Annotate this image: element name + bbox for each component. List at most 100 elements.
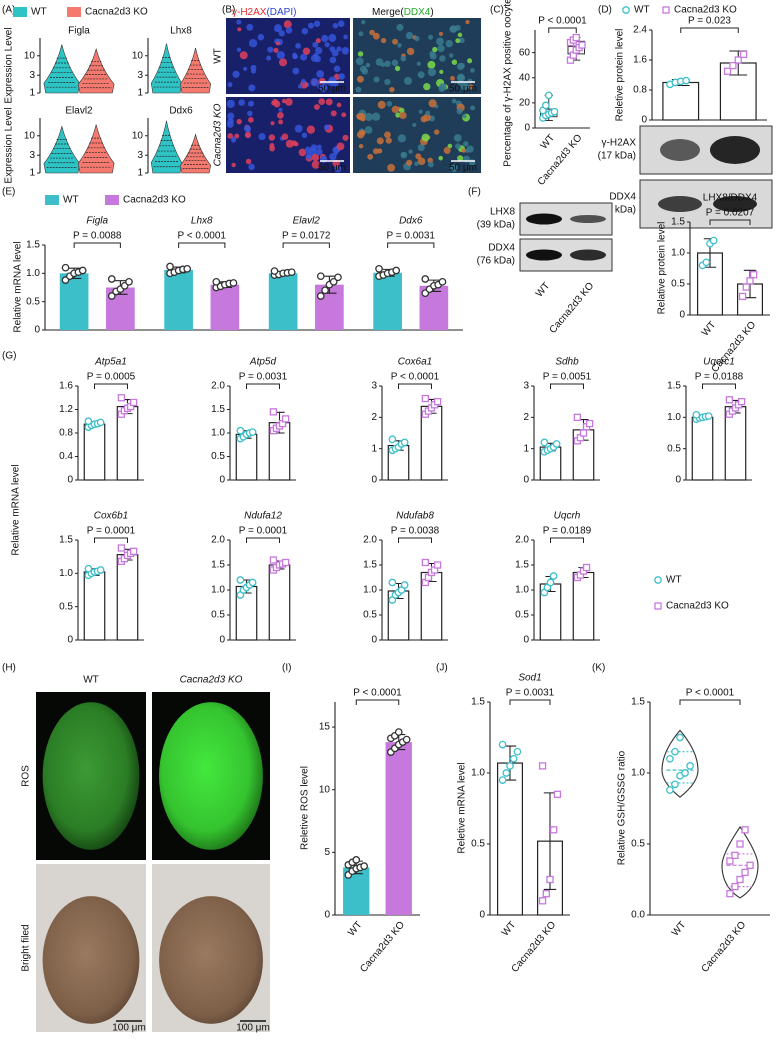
cell [329,153,337,161]
data-point [579,429,588,437]
cell [427,60,436,69]
cell [367,153,374,160]
legend-label: WT [634,5,650,16]
y-tick-label: 1 [371,443,377,454]
data-point [96,418,105,427]
chart-title: Sod1 [518,673,541,684]
blot-size: (17 kDa) [598,151,636,162]
bar [662,81,700,121]
panel-label: (C) [490,5,504,16]
significance-bracket [550,383,584,389]
legend-label: Cacna2d3 KO [674,5,737,16]
cell [313,52,319,58]
data-point [666,786,674,794]
p-value: P = 0.0038 [391,526,440,537]
data-point [281,415,290,423]
cell [236,118,242,125]
cell [450,164,458,172]
cell [376,137,384,145]
data-point [709,236,718,245]
cell [364,126,373,134]
chart-title: Lhx8 [191,216,213,227]
chart-title: Ddx6 [399,216,423,227]
y-tick-label: 0.5 [26,296,40,307]
cell [458,37,465,44]
data-point [287,268,296,277]
cell [372,32,380,40]
cell [227,112,235,120]
y-axis-label: Relative protein level [657,222,668,315]
data-point [726,890,734,898]
y-tick-label: 1.0 [671,248,685,259]
y-tick-label: 0.4 [59,451,73,462]
violin [721,825,759,899]
data-point [654,576,662,584]
y-tick-label: 20 [519,98,531,109]
cell [462,114,467,119]
cell [302,47,311,55]
panel-label: (G) [2,351,16,362]
p-value: P = 0.023 [688,16,731,27]
violin-shape [150,120,182,174]
y-tick-label: 10 [132,130,144,141]
significance-bracket [548,27,577,33]
y-tick-label: 1.5 [631,697,645,708]
blot-size: (76 kDa) [598,205,636,216]
cell [355,57,364,66]
bar [268,564,291,641]
data-point [392,266,401,275]
y-tick-label: 0.0 [631,910,645,921]
y-tick-label: 2 [371,412,377,423]
cell [453,134,462,142]
cell [310,77,319,87]
cell [237,27,242,32]
y-tick-label: 1.5 [667,381,681,392]
cell [312,41,319,48]
data-point [400,438,409,447]
y-tick-label: 40 [519,72,531,83]
cell [275,41,280,46]
y-axis-label: Relative mRNA level [13,241,24,332]
cell [292,52,297,57]
bar [385,742,412,915]
chart-title: Elavl2 [293,216,321,227]
cell [365,62,371,68]
cell [342,134,349,141]
cell [319,84,328,93]
cell [436,37,444,46]
data-point [741,826,749,834]
cell [278,30,285,37]
chart-title: Uqcrc1 [703,357,735,368]
bar [83,423,106,481]
cell [406,159,413,166]
significance-bracket [94,537,128,543]
blot-band [526,249,562,261]
y-tick-label: 2.4 [633,25,647,36]
cell [395,112,401,118]
cell [397,43,402,48]
y-tick-label: 10 [132,50,144,61]
cell [391,59,399,67]
y-axis-label: Expression Level [4,27,15,103]
row-label: Bright filed [21,924,32,971]
cell [227,133,234,139]
cell [276,50,285,60]
image-header: γ-H2AX(DAPI) [232,7,296,18]
cell [420,115,428,123]
y-axis-label: Reletive ROS level [300,766,311,850]
data-point [573,413,582,421]
cell [294,124,303,133]
cell [333,65,341,73]
cell [269,145,276,152]
data-point [117,544,126,552]
header-part: γ-H2AX [232,7,267,18]
cell [297,84,303,89]
data-point [682,76,690,85]
header-part: (DAPI) [266,7,296,18]
cell [298,148,307,157]
significance-bracket [246,383,280,389]
cell [336,46,342,52]
blot-band [570,215,606,223]
legend-swatch [67,7,81,17]
